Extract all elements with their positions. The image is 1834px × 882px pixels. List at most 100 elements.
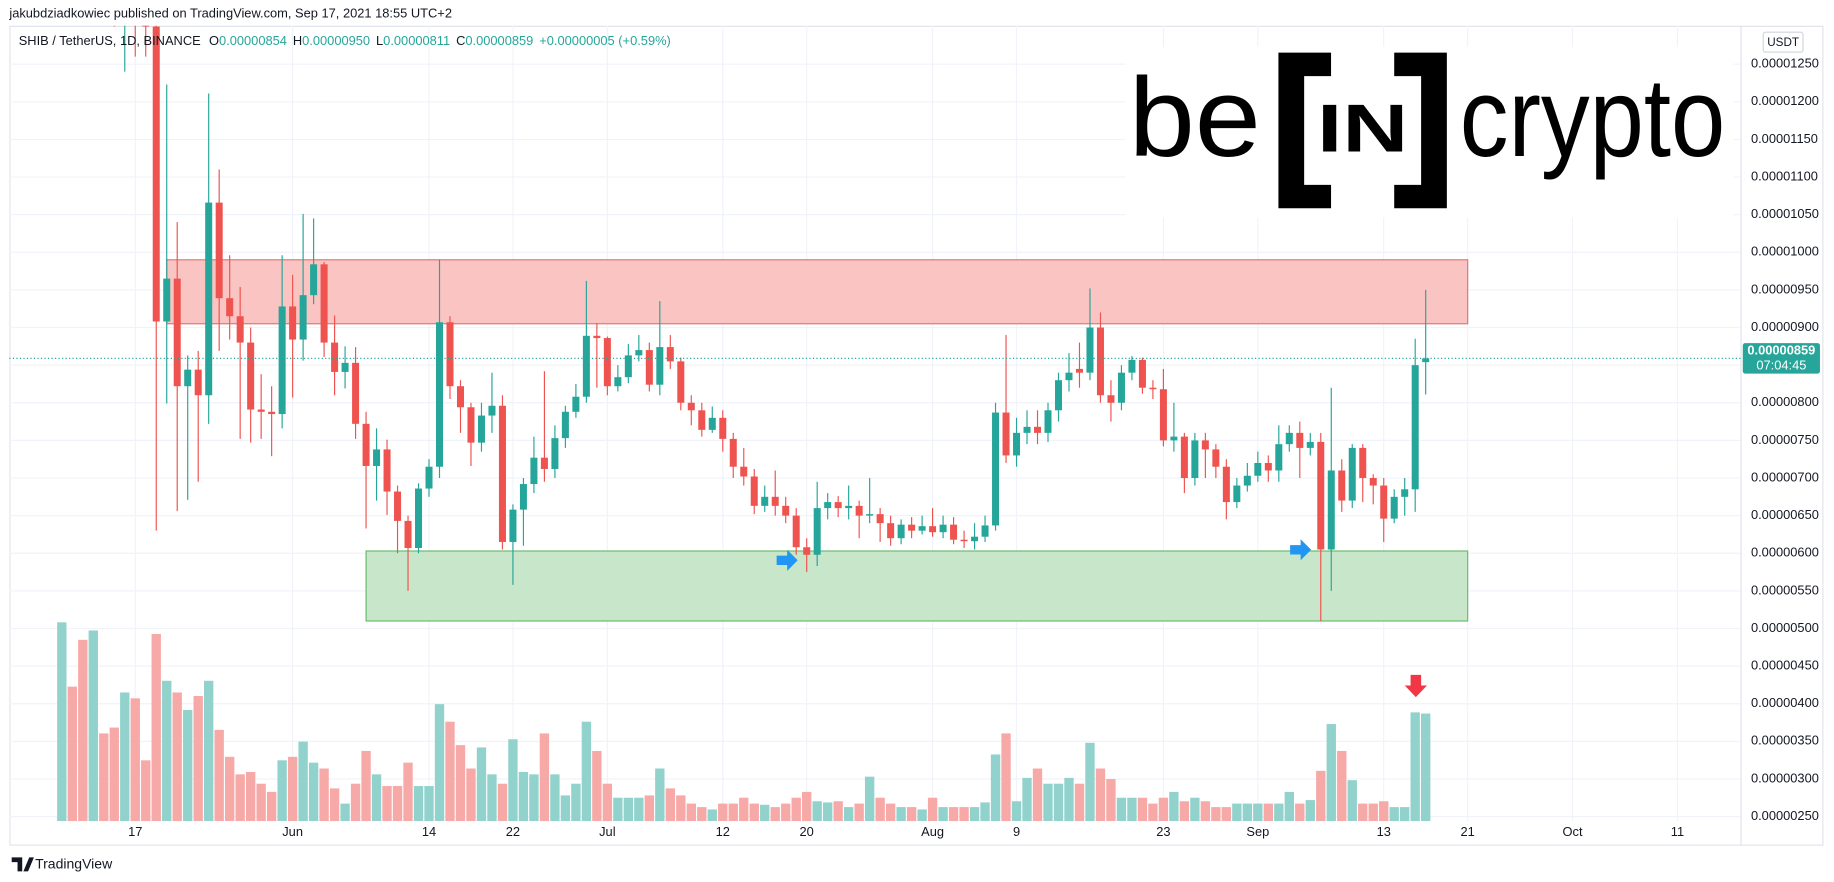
arrow-right bbox=[1290, 539, 1312, 561]
y-tick-label: 0.00000300 bbox=[1751, 770, 1819, 785]
candle-body bbox=[1275, 444, 1283, 471]
candle-body bbox=[1054, 380, 1063, 411]
volume-bar bbox=[1064, 777, 1074, 822]
candle-body bbox=[1327, 470, 1335, 550]
volume-bar bbox=[455, 745, 466, 822]
candle-body bbox=[981, 525, 989, 537]
candle-body bbox=[498, 405, 506, 542]
candle-body bbox=[289, 306, 297, 340]
volume-bar bbox=[749, 803, 759, 822]
volume-bar bbox=[434, 704, 445, 822]
legend-value: 0.00000854 bbox=[219, 34, 287, 49]
volume-bar bbox=[644, 795, 655, 822]
grid bbox=[9, 25, 1741, 822]
candle-body bbox=[352, 362, 360, 424]
legend-key: L bbox=[376, 34, 383, 49]
candle-body bbox=[876, 514, 884, 524]
candle-body bbox=[1044, 410, 1052, 433]
volume-bar bbox=[329, 788, 340, 822]
candle-body bbox=[939, 524, 947, 533]
x-tick-label: 20 bbox=[800, 824, 814, 839]
candle-body bbox=[1138, 359, 1146, 388]
currency-box bbox=[1762, 31, 1804, 53]
x-tick-label: Jun bbox=[282, 824, 303, 839]
legend-value: 0.00000859 bbox=[465, 34, 533, 49]
volume-bar bbox=[728, 803, 738, 822]
volume-bar bbox=[1400, 807, 1410, 822]
volume-bar bbox=[539, 733, 550, 822]
candle-body bbox=[551, 438, 559, 469]
y-tick-label: 0.00000400 bbox=[1751, 695, 1819, 710]
volume-bar bbox=[277, 760, 287, 822]
volume-bar bbox=[109, 727, 119, 822]
candle-body bbox=[415, 488, 423, 548]
candle-body bbox=[320, 264, 328, 343]
candle-body bbox=[205, 202, 213, 396]
footer-icon bbox=[11, 857, 34, 872]
candle-body bbox=[887, 523, 895, 539]
candle-body bbox=[603, 338, 611, 387]
volume-bar bbox=[403, 762, 413, 822]
volume-bar bbox=[1326, 724, 1336, 822]
candle-body bbox=[971, 536, 979, 542]
volume-bar bbox=[445, 721, 455, 822]
volume-bar bbox=[760, 804, 770, 822]
candle-body bbox=[278, 306, 286, 415]
y-tick-label: 0.00000550 bbox=[1751, 582, 1819, 597]
candle-body bbox=[1117, 372, 1125, 403]
y-tick-label: 0.00000950 bbox=[1751, 281, 1819, 296]
volume-bar bbox=[969, 807, 980, 822]
candle-body bbox=[163, 278, 171, 322]
volume-bar bbox=[906, 807, 917, 822]
y-tick-label: 0.00001000 bbox=[1751, 244, 1819, 259]
legend-change: +0.00000005 (+0.59%) bbox=[539, 34, 671, 49]
volume-bar bbox=[843, 807, 854, 822]
volume-bar bbox=[1106, 779, 1116, 822]
volume-bar bbox=[518, 772, 529, 822]
candle-body bbox=[142, 25, 150, 27]
candle-body bbox=[950, 524, 958, 540]
x-tick-label: 13 bbox=[1377, 824, 1391, 839]
candle-body bbox=[194, 369, 202, 396]
legend-value: 0.00000811 bbox=[383, 34, 450, 49]
volume-bar bbox=[655, 768, 665, 822]
volume-bar bbox=[1379, 801, 1389, 822]
volume-bar bbox=[959, 807, 969, 822]
candle-body bbox=[792, 515, 800, 548]
x-tick-label: 17 bbox=[128, 824, 142, 839]
candle-body bbox=[1075, 368, 1083, 373]
volume-bar bbox=[1242, 803, 1253, 822]
volume-bar bbox=[141, 760, 151, 822]
volume-bar bbox=[1389, 807, 1399, 822]
x-tick-label: 9 bbox=[1013, 824, 1020, 839]
volume-bar bbox=[1295, 803, 1305, 822]
candle-body bbox=[456, 386, 464, 408]
last-price-label: 0.00000859 bbox=[1747, 343, 1815, 358]
volume-bar bbox=[1095, 768, 1106, 822]
x-tick-label: 11 bbox=[1671, 824, 1684, 839]
volume-bar bbox=[1316, 770, 1326, 822]
volume-bar bbox=[413, 786, 424, 822]
volume-bar bbox=[1116, 797, 1127, 822]
volume-bar bbox=[466, 768, 476, 822]
candle-body bbox=[677, 361, 685, 403]
candle-body bbox=[394, 491, 402, 521]
volume-bar bbox=[382, 786, 392, 822]
volume-bar bbox=[1200, 801, 1211, 822]
candle-body bbox=[404, 520, 412, 548]
volume-bar bbox=[1022, 777, 1032, 822]
legend-symbol: SHIB / TetherUS, 1D, BINANCE bbox=[19, 34, 201, 49]
y-tick-label: 0.00000500 bbox=[1751, 620, 1819, 635]
candle-body bbox=[1201, 440, 1209, 450]
volume-bar bbox=[424, 786, 434, 822]
candle-body bbox=[908, 524, 916, 531]
volume-bar bbox=[57, 622, 67, 822]
candle-body bbox=[929, 526, 937, 533]
candle-body bbox=[761, 496, 769, 506]
logo-right: crypto bbox=[1460, 54, 1726, 180]
zone bbox=[166, 259, 1469, 325]
legend-key: O bbox=[209, 34, 219, 49]
volume-bar bbox=[99, 733, 109, 822]
volume-bar bbox=[676, 795, 686, 822]
candle-body bbox=[268, 411, 276, 415]
